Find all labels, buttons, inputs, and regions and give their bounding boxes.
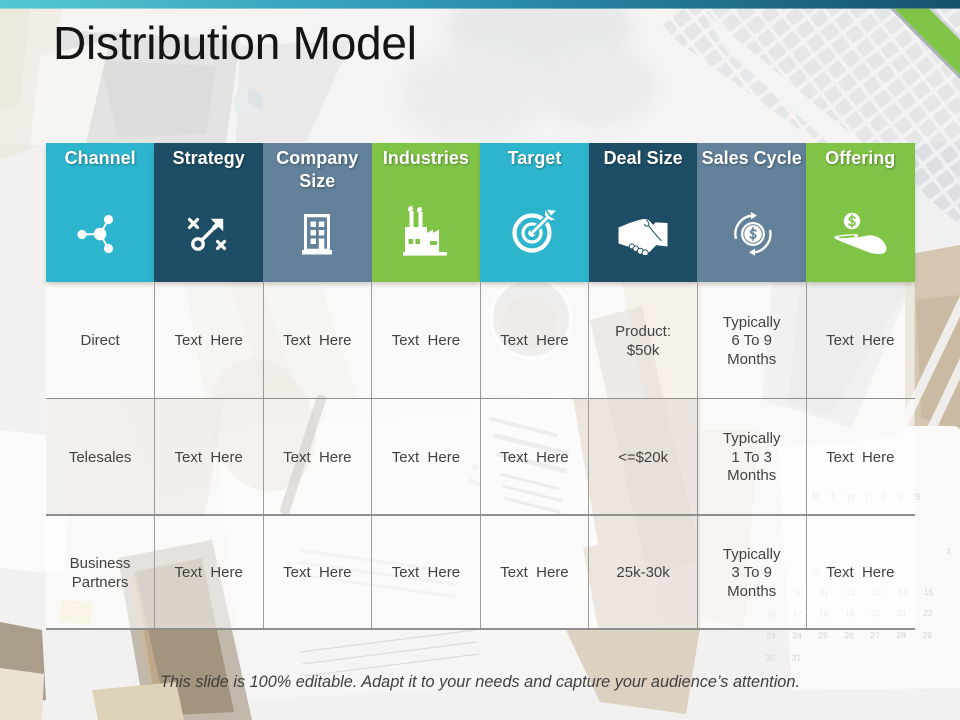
svg-text:27: 27 bbox=[870, 630, 880, 640]
svg-text:30: 30 bbox=[765, 652, 775, 662]
svg-text:23: 23 bbox=[766, 630, 776, 640]
svg-text:29: 29 bbox=[922, 630, 932, 640]
svg-text:31: 31 bbox=[791, 652, 801, 662]
svg-text:22: 22 bbox=[923, 608, 933, 618]
svg-text:24: 24 bbox=[792, 630, 802, 640]
svg-text:28: 28 bbox=[896, 630, 906, 640]
svg-text:1: 1 bbox=[946, 546, 951, 556]
svg-text:15: 15 bbox=[924, 587, 934, 597]
svg-text:S: S bbox=[915, 492, 921, 502]
svg-text:25: 25 bbox=[818, 630, 828, 640]
svg-text:26: 26 bbox=[844, 630, 854, 640]
